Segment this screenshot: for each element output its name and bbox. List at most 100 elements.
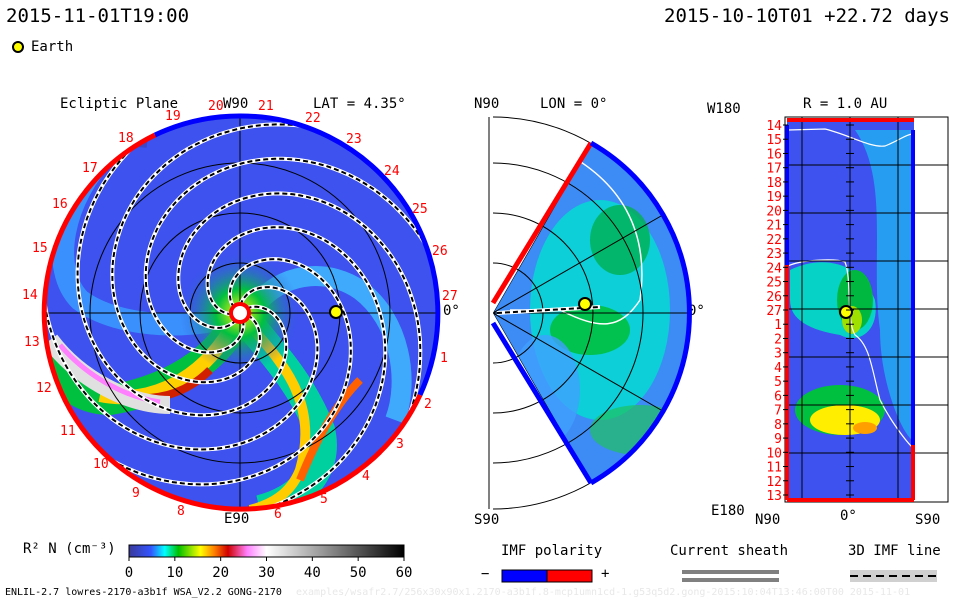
colorbar-tick-label: 60: [396, 565, 413, 581]
meridional-right-label: 0°: [688, 303, 705, 319]
imf-spiral-line: [43, 239, 319, 451]
imf-spiral-line: [76, 116, 288, 417]
current-sheath-line-2: [682, 578, 779, 582]
ecliptic-polarity-negative-2: [153, 113, 241, 138]
ecliptic-day-label: 1: [440, 351, 448, 366]
reference-time: 2015-10-10T01 +22.72 days: [664, 5, 950, 27]
ecliptic-day-label: 17: [82, 161, 98, 176]
sphere-day-label: 20: [766, 204, 782, 219]
ecliptic-day-label: 18: [118, 131, 134, 146]
sphere-day-label: 19: [766, 190, 782, 205]
sphere-day-label: 7: [774, 404, 782, 419]
colorbar-tick-label: 20: [212, 565, 229, 581]
sphere-day-label: 21: [766, 219, 782, 234]
imf-polarity-title: IMF polarity: [501, 543, 603, 559]
earth-marker-icon: [12, 41, 24, 53]
sphere-top-label: W180: [707, 101, 741, 117]
sphere-day-label: 11: [766, 461, 782, 476]
ecliptic-day-label: 16: [52, 197, 68, 212]
imf-polarity-minus: −: [481, 566, 490, 582]
colorbar-tick-label: 30: [258, 565, 275, 581]
sphere-day-label: 5: [774, 375, 782, 390]
ecliptic-day-label: 21: [258, 99, 274, 114]
ecliptic-day-label: 3: [396, 437, 404, 452]
colorbar-tick-label: 50: [350, 565, 367, 581]
meridional-ring: [493, 162, 644, 464]
sphere-day-label: 26: [766, 290, 782, 305]
ecliptic-day-label: 15: [32, 241, 48, 256]
sphere-polarity-positive: [785, 118, 915, 502]
sphere-polarity-negative: [785, 125, 915, 445]
colorbar-tick-label: 0: [125, 565, 133, 581]
sphere-day-label: 10: [766, 446, 782, 461]
colorbar-tick-label: 10: [166, 565, 183, 581]
sphere-day-label: 24: [766, 261, 782, 276]
imf-polarity-positive-swatch: [546, 569, 593, 583]
ecliptic-lat-label: LAT = 4.35°: [313, 96, 406, 112]
sphere-day-label: 9: [774, 432, 782, 447]
ecliptic-top-label: W90: [223, 96, 249, 112]
run-path: examples/wsafr2.7/256x30x90x1.2170-a3b1f…: [296, 587, 911, 598]
imf-spiral-line: [61, 258, 352, 486]
sphere-day-label: 22: [766, 233, 782, 248]
imf-polarity-negative-swatch: [501, 569, 548, 583]
sphere-day-label: 2: [774, 332, 782, 347]
meridional-density-features: [510, 149, 690, 455]
meridional-ring: [493, 212, 594, 414]
meridional-imf-line: [496, 306, 601, 314]
sphere-day-label: 18: [766, 176, 782, 191]
meridional-polarity-negative: [490, 140, 692, 486]
sphere-bottom-label: E180: [711, 503, 745, 519]
ecliptic-day-label: 9: [132, 486, 140, 501]
ecliptic-day-label: 2: [424, 397, 432, 412]
ecliptic-polarity-negative: [239, 113, 441, 397]
meridional-ring: [493, 262, 544, 364]
earth-marker-meridional: [578, 297, 592, 311]
sphere-panel: 1415161718192021222324252627123456789101…: [766, 116, 949, 504]
sun-icon: [229, 302, 251, 324]
ecliptic-day-label: 6: [274, 507, 282, 522]
current-sheath-title: Current sheath: [670, 543, 789, 559]
sphere-day-label: 14: [766, 119, 782, 134]
earth-marker-ecliptic: [329, 305, 343, 319]
sphere-day-label: 1: [774, 318, 782, 333]
sphere-x-label-0: 0°: [840, 508, 857, 524]
ecliptic-day-label: 22: [305, 111, 321, 126]
ecliptic-day-label: 20: [208, 99, 224, 114]
ecliptic-day-label: 4: [362, 469, 370, 484]
sphere-day-label: 17: [766, 162, 782, 177]
sphere-day-label: 8: [774, 418, 782, 433]
sphere-day-label: 16: [766, 147, 782, 162]
sphere-x-label-n90: N90: [755, 512, 781, 528]
colorbar-tick-label: 40: [304, 565, 321, 581]
ecliptic-day-label: 23: [346, 132, 362, 147]
ecliptic-day-label: 11: [60, 424, 76, 439]
sphere-day-label: 15: [766, 133, 782, 148]
ecliptic-day-label: 25: [412, 202, 428, 217]
imf-polarity-plus: +: [601, 566, 610, 582]
sphere-day-label: 13: [766, 489, 782, 504]
imf-spiral-line: [111, 123, 356, 384]
sphere-x-label-s90: S90: [915, 512, 941, 528]
ecliptic-day-label: 13: [24, 335, 40, 350]
ecliptic-day-label: 10: [93, 457, 109, 472]
meridional-polarity-positive: [490, 141, 594, 305]
sphere-day-label: 27: [766, 304, 782, 319]
meridional-lon-label: LON = 0°: [540, 96, 608, 112]
ecliptic-day-label: 26: [432, 244, 448, 259]
ecliptic-bottom-label: E90: [224, 511, 250, 527]
imf-spiral-line: [206, 226, 387, 510]
model-info: ENLIL-2.7 lowres-2170-a3b1f WSA_V2.2 GON…: [5, 587, 282, 598]
ecliptic-day-label: 14: [22, 288, 38, 303]
ecliptic-right-label: 0°: [443, 303, 460, 319]
sphere-day-label: 4: [774, 361, 782, 376]
sphere-title: R = 1.0 AU: [803, 96, 888, 112]
colorbar: [128, 544, 405, 558]
meridional-top-label: N90: [474, 96, 500, 112]
imf-spiral-line: [144, 157, 437, 354]
current-sheath-line-1: [682, 570, 779, 574]
ecliptic-day-label: 19: [165, 109, 181, 124]
ecliptic-polarity-positive: [41, 132, 423, 512]
